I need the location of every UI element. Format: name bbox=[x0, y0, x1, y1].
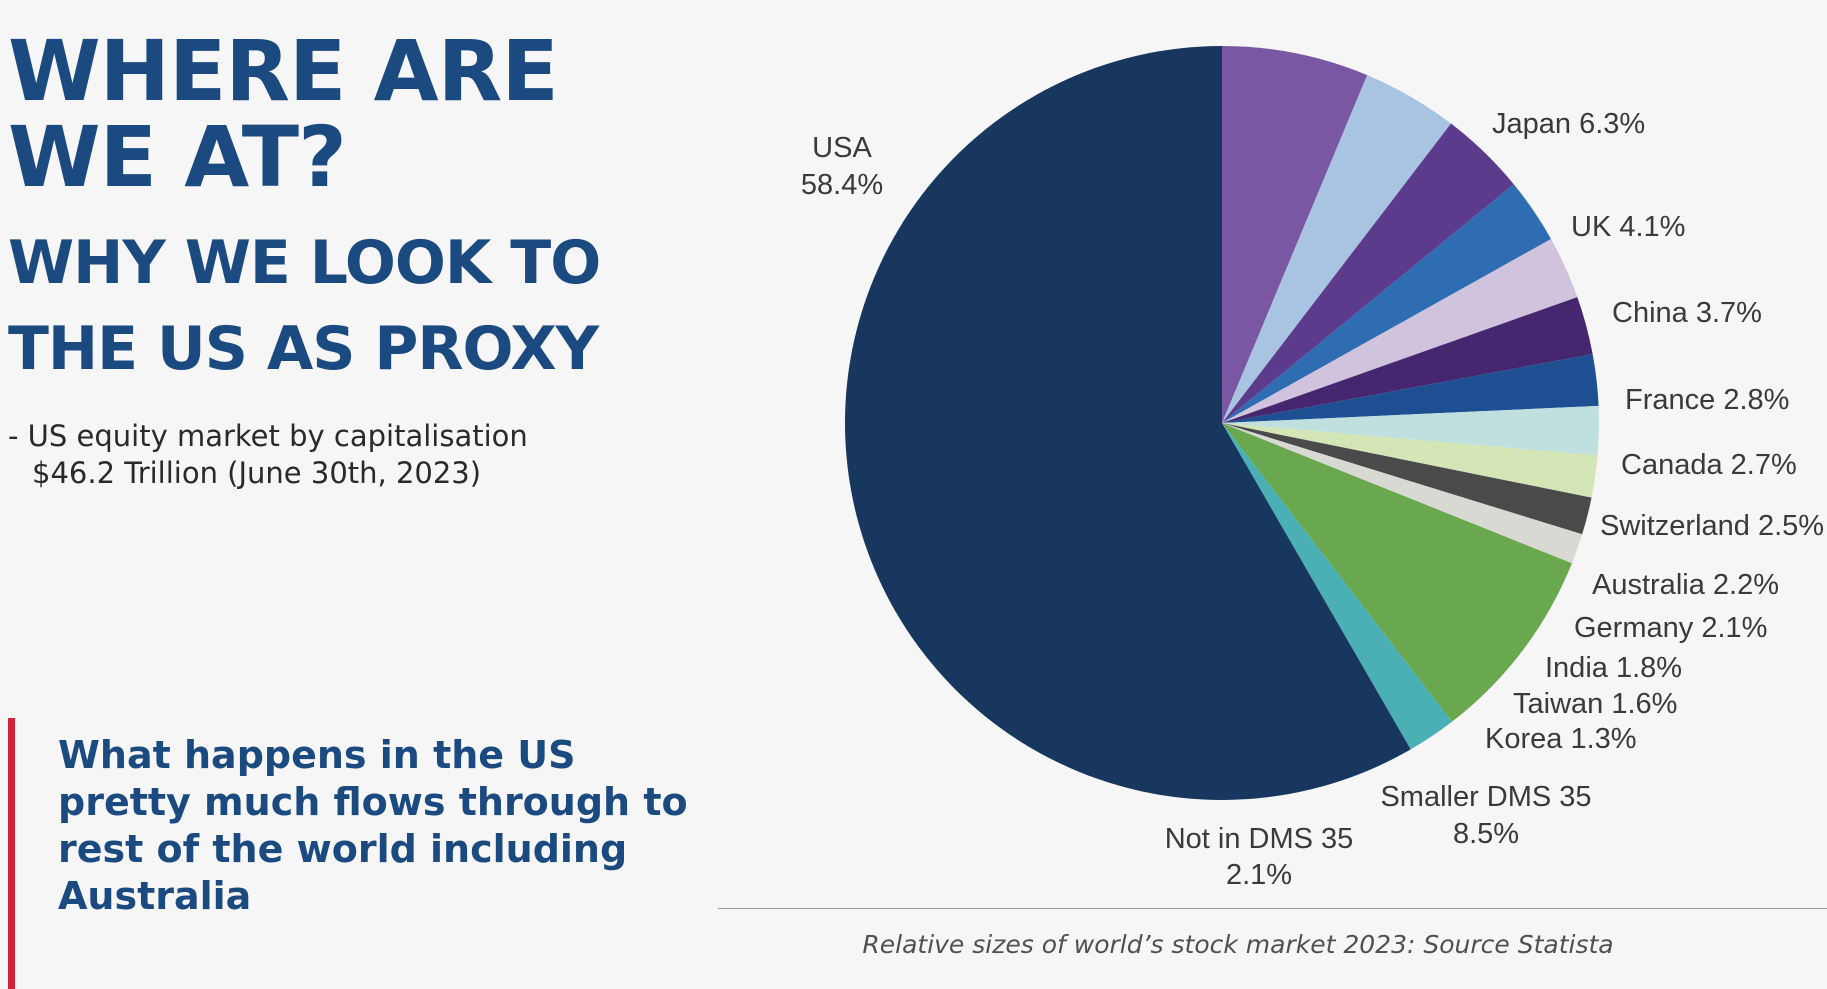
pie-label-smaller-dms-35: Smaller DMS 35 8.5% bbox=[1380, 781, 1591, 850]
pie-label-not-in-dms-35: Not in DMS 35 2.1% bbox=[1165, 823, 1354, 891]
pie-slice-germany bbox=[1222, 405, 1600, 456]
pie-slice-korea bbox=[1222, 423, 1583, 564]
pie-slice-uk bbox=[1222, 75, 1451, 423]
pie-label-uk: UK 4.1% bbox=[1571, 211, 1685, 243]
pie-slice-canada bbox=[1222, 238, 1578, 423]
page-title-line-1: WHERE ARE bbox=[8, 22, 559, 120]
page-title-line-2: WE AT? bbox=[8, 108, 347, 206]
pie-slice-france bbox=[1222, 184, 1552, 423]
pie-label-india: India 1.8% bbox=[1545, 652, 1682, 684]
caption-divider bbox=[718, 908, 1827, 909]
market-cap-bullet-line-1: - US equity market by capitalisation bbox=[8, 419, 528, 453]
pie-slice-usa bbox=[844, 45, 1411, 800]
pie-label-australia: Australia 2.2% bbox=[1592, 569, 1779, 601]
pie-label-china: China 3.7% bbox=[1612, 297, 1762, 329]
pie-label-germany: Germany 2.1% bbox=[1574, 612, 1767, 644]
page-title: WHERE ARE WE AT? bbox=[8, 28, 688, 200]
pie-label-switzerland: Switzerland 2.5% bbox=[1600, 510, 1824, 542]
pie-label-usa: USA 58.4% bbox=[801, 132, 883, 201]
pie-slice-india bbox=[1222, 423, 1598, 498]
pie-label-taiwan: Taiwan 1.6% bbox=[1513, 688, 1677, 720]
pie-slice-switzerland bbox=[1222, 297, 1593, 423]
pie-slice-japan bbox=[1222, 46, 1368, 423]
page-subtitle-line-1: WHY WE LOOK TO bbox=[8, 228, 601, 298]
market-cap-bullet-line-2: $46.2 Trillion (June 30th, 2023) bbox=[32, 456, 482, 490]
pie-label-korea: Korea 1.3% bbox=[1485, 723, 1637, 755]
pie-slice-china bbox=[1222, 123, 1514, 424]
callout-accent-bar bbox=[8, 718, 15, 989]
pie-slice-taiwan bbox=[1222, 423, 1592, 535]
pie-slice-not-in-dms-35 bbox=[1222, 423, 1452, 750]
callout-text: What happens in the US pretty much flows… bbox=[58, 733, 688, 918]
page-subtitle-line-2: THE US AS PROXY bbox=[8, 314, 599, 384]
pie-label-canada: Canada 2.7% bbox=[1621, 449, 1797, 481]
pie-label-japan: Japan 6.3% bbox=[1492, 108, 1645, 140]
pie-label-france: France 2.8% bbox=[1625, 384, 1789, 416]
pie-slices bbox=[844, 45, 1600, 800]
pie-slice-smaller-dms-35 bbox=[1222, 423, 1572, 722]
chart-caption: Relative sizes of world’s stock market 2… bbox=[862, 930, 1614, 959]
pie-labels: Japan 6.3% UK 4.1% China 3.7% France 2.8% Ca… bbox=[801, 108, 1824, 891]
page-subtitle: WHY WE LOOK TO THE US AS PROXY bbox=[8, 220, 708, 392]
market-cap-bullet: - US equity market by capitalisation $46… bbox=[8, 418, 628, 492]
pie-slice-australia bbox=[1222, 354, 1599, 423]
